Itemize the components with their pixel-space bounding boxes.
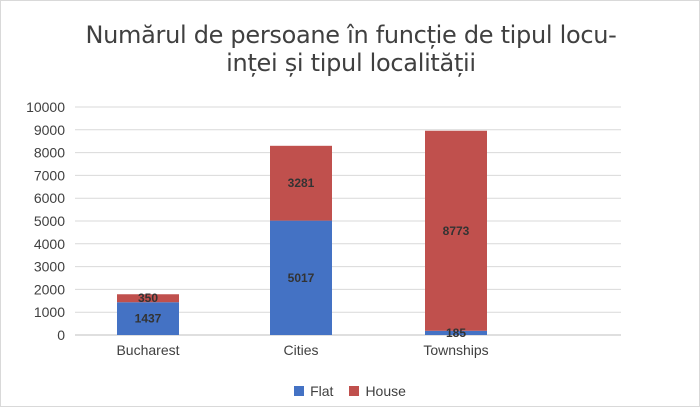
data-label: 3281 [288,176,315,190]
plot-area: 1437 350 5017 3281 185 8773 0 1000 2000 3000 4000… [26,99,621,358]
data-labels: 1437 350 5017 3281 185 8773 [135,176,470,340]
x-tick-label: Bucharest [116,342,179,358]
data-label: 5017 [288,271,315,285]
bar-house-bucharest [117,294,179,303]
bar-house-townships [425,130,487,331]
bar-flat-bucharest [117,302,179,335]
y-tick-label: 2000 [34,281,65,297]
legend-label: House [365,383,406,399]
y-tick-label: 8000 [34,145,65,161]
y-tick-label: 0 [57,327,65,343]
chart-title-line-2: inței și tipul localității [226,49,476,77]
data-label: 185 [446,326,466,340]
y-tick-label: 7000 [34,167,65,183]
legend-item-house: House [349,383,406,399]
x-tick-label: Cities [283,342,318,358]
y-tick-label: 4000 [34,236,65,252]
chart-title: Numărul de persoane în funcție de tipul … [61,21,641,77]
legend-item-flat: Flat [294,383,333,399]
x-tick-label: Townships [423,342,488,358]
chart-title-line-1: Numărul de persoane în funcție de tipul … [85,21,617,49]
legend-swatch [349,386,360,396]
y-tick-label: 3000 [34,259,65,275]
y-tick-label: 6000 [34,190,65,206]
data-label: 350 [138,291,158,305]
bar-flat-cities [270,220,332,335]
data-label: 8773 [443,224,470,238]
gridlines [75,106,621,336]
legend-swatch [294,386,305,396]
x-axis-ticks: Bucharest Cities Townships [116,342,488,358]
bars [117,130,487,335]
y-tick-label: 1000 [34,304,65,320]
legend: Flat House [1,383,699,399]
bar-flat-townships [425,330,487,335]
y-tick-label: 10000 [26,99,65,115]
bar-house-cities [270,145,332,221]
data-label: 1437 [135,312,162,326]
y-axis-ticks: 0 1000 2000 3000 4000 5000 6000 7000 8000 9000 100… [26,99,65,343]
y-tick-label: 9000 [34,122,65,138]
legend-label: Flat [310,383,334,399]
y-tick-label: 5000 [34,213,65,229]
